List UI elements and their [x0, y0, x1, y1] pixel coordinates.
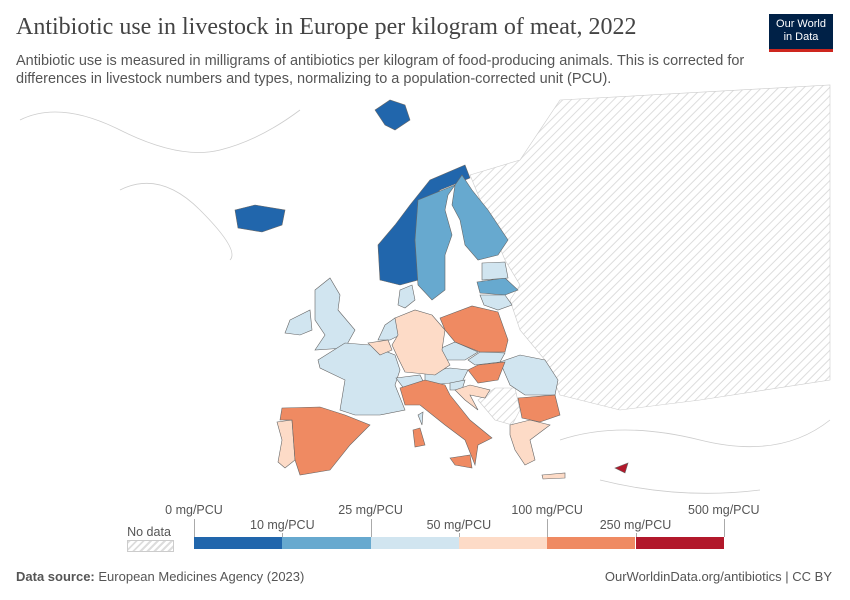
country-norway[interactable] [377, 164, 471, 286]
legend-tick [282, 533, 284, 537]
country-croatia[interactable] [454, 384, 491, 411]
legend-tick-label: 50 mg/PCU [426, 518, 492, 532]
country-hungary[interactable] [467, 361, 506, 384]
country-sicily[interactable] [449, 454, 473, 469]
country-latvia[interactable] [476, 277, 519, 296]
legend-bin-1[interactable] [282, 537, 371, 549]
legend-tick-label: 500 mg/PCU [688, 503, 760, 517]
no-data-balkans [477, 387, 521, 426]
country-spain[interactable] [279, 406, 371, 476]
country-sardinia[interactable] [412, 427, 426, 448]
background-outlines [19, 109, 831, 494]
country-corsica[interactable] [417, 411, 424, 426]
country-denmark[interactable] [397, 284, 416, 309]
country-estonia[interactable] [481, 261, 509, 281]
country-finland[interactable] [451, 174, 509, 261]
legend-tick-label: 25 mg/PCU [338, 503, 403, 517]
legend-bin-3[interactable] [458, 537, 548, 549]
legend-tick [635, 533, 637, 537]
legend-tick [370, 519, 372, 537]
source-label: Data source: [16, 569, 95, 584]
country-greece[interactable] [509, 419, 551, 466]
country-sweden[interactable] [414, 184, 456, 301]
country-poland[interactable] [439, 305, 509, 353]
chart-title: Antibiotic use in livestock in Europe pe… [16, 14, 637, 40]
country-crete[interactable] [541, 472, 566, 480]
country-italy[interactable] [399, 379, 493, 467]
country-ireland[interactable] [284, 309, 313, 336]
country-netherlands[interactable] [377, 317, 401, 341]
country-bulgaria[interactable] [517, 394, 561, 423]
source-text: European Medicines Agency (2023) [98, 569, 305, 584]
owid-logo[interactable]: Our World in Data [769, 14, 833, 52]
country-cyprus[interactable] [614, 462, 629, 474]
legend-bin-0[interactable] [194, 537, 283, 549]
country-belgium[interactable] [367, 339, 393, 356]
legend-tick-label: 100 mg/PCU [511, 503, 583, 517]
country-romania[interactable] [499, 354, 559, 396]
legend-tick [458, 533, 460, 537]
legend-tick-label: 10 mg/PCU [249, 518, 315, 532]
country-svalbard[interactable] [374, 99, 411, 131]
license-link[interactable]: OurWorldinData.org/antibiotics | CC BY [604, 569, 832, 584]
data-source: Data source: European Medicines Agency (… [16, 569, 304, 584]
legend-tick-label: 0 mg/PCU [165, 503, 223, 517]
legend-tick [723, 519, 725, 537]
legend-no-data-label: No data [127, 525, 171, 539]
country-france[interactable] [317, 342, 406, 416]
country-united-kingdom[interactable] [314, 277, 356, 351]
country-lithuania[interactable] [479, 294, 513, 311]
legend-tick-label: 250 mg/PCU [599, 518, 672, 532]
country-slovakia[interactable] [467, 351, 506, 366]
legend-tick [547, 519, 549, 537]
legend-bin-5[interactable] [635, 537, 724, 549]
legend-bin-4[interactable] [547, 537, 636, 549]
country-germany[interactable] [391, 309, 451, 376]
no-data-region [469, 84, 831, 411]
country-iceland[interactable] [234, 204, 286, 233]
legend-bin-2[interactable] [370, 537, 459, 549]
chart-subtitle: Antibiotic use is measured in milligrams… [16, 53, 745, 87]
legend-tick [194, 519, 195, 537]
legend-no-data-swatch [127, 540, 174, 552]
